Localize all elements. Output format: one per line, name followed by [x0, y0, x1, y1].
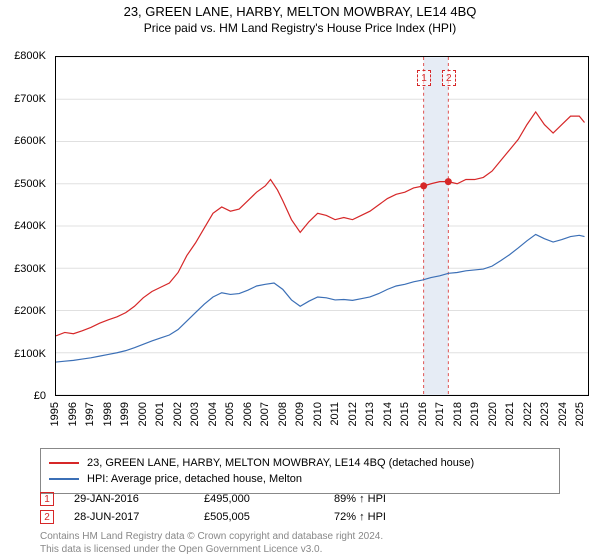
sale-marker-icon: 1 — [40, 492, 54, 506]
x-tick-label: 2021 — [504, 402, 516, 426]
x-tick-label: 2009 — [294, 402, 306, 426]
x-tick-label: 1997 — [84, 402, 96, 426]
legend-label: HPI: Average price, detached house, Melt… — [87, 473, 302, 485]
y-tick-label: £200K — [14, 305, 46, 317]
y-tick-label: £600K — [14, 135, 46, 147]
legend-swatch — [49, 462, 79, 464]
sale-date: 29-JAN-2016 — [74, 493, 204, 505]
legend-swatch — [49, 478, 79, 480]
x-tick-label: 1998 — [102, 402, 114, 426]
y-axis-labels: £0£100K£200K£300K£400K£500K£600K£700K£80… — [0, 56, 50, 396]
x-tick-label: 2015 — [399, 402, 411, 426]
x-tick-label: 2016 — [417, 402, 429, 426]
x-tick-label: 2000 — [137, 402, 149, 426]
sale-delta: 72% ↑ HPI — [334, 511, 464, 523]
x-tick-label: 1996 — [67, 402, 79, 426]
x-tick-label: 2001 — [154, 402, 166, 426]
sale-price: £495,000 — [204, 493, 334, 505]
x-tick-label: 2003 — [189, 402, 201, 426]
x-tick-label: 2004 — [207, 402, 219, 426]
legend-label: 23, GREEN LANE, HARBY, MELTON MOWBRAY, L… — [87, 457, 474, 469]
y-tick-label: £400K — [14, 220, 46, 232]
x-tick-label: 1999 — [119, 402, 131, 426]
x-tick-label: 2007 — [259, 402, 271, 426]
chart-area: 12 — [55, 56, 589, 396]
sale-delta: 89% ↑ HPI — [334, 493, 464, 505]
x-tick-label: 2014 — [382, 402, 394, 426]
x-tick-label: 2011 — [329, 402, 341, 426]
sale-date: 28-JUN-2017 — [74, 511, 204, 523]
y-tick-label: £500K — [14, 178, 46, 190]
legend-item: HPI: Average price, detached house, Melt… — [49, 471, 551, 487]
x-tick-label: 2017 — [434, 402, 446, 426]
sales-row: 2 28-JUN-2017 £505,005 72% ↑ HPI — [40, 508, 560, 526]
legend: 23, GREEN LANE, HARBY, MELTON MOWBRAY, L… — [40, 448, 560, 494]
x-tick-label: 2025 — [574, 402, 586, 426]
x-tick-label: 2002 — [172, 402, 184, 426]
x-tick-label: 2023 — [539, 402, 551, 426]
sales-table: 1 29-JAN-2016 £495,000 89% ↑ HPI 2 28-JU… — [40, 490, 560, 526]
y-tick-label: £800K — [14, 50, 46, 62]
chart-plot — [55, 56, 589, 396]
x-tick-label: 2013 — [364, 402, 376, 426]
sale-marker: 2 — [442, 70, 456, 86]
sale-price: £505,005 — [204, 511, 334, 523]
x-tick-label: 2010 — [312, 402, 324, 426]
x-tick-label: 2006 — [242, 402, 254, 426]
footer-attribution: Contains HM Land Registry data © Crown c… — [40, 531, 383, 556]
sales-row: 1 29-JAN-2016 £495,000 89% ↑ HPI — [40, 490, 560, 508]
footer-line: Contains HM Land Registry data © Crown c… — [40, 531, 383, 544]
legend-item: 23, GREEN LANE, HARBY, MELTON MOWBRAY, L… — [49, 455, 551, 471]
x-tick-label: 2020 — [487, 402, 499, 426]
x-tick-label: 2005 — [224, 402, 236, 426]
x-tick-label: 2012 — [347, 402, 359, 426]
x-tick-label: 2008 — [277, 402, 289, 426]
y-tick-label: £700K — [14, 93, 46, 105]
x-tick-label: 2024 — [557, 402, 569, 426]
x-tick-label: 2022 — [522, 402, 534, 426]
chart-subtitle: Price paid vs. HM Land Registry's House … — [0, 19, 600, 35]
x-tick-label: 2019 — [469, 402, 481, 426]
x-tick-label: 2018 — [452, 402, 464, 426]
x-tick-label: 1995 — [49, 402, 61, 426]
chart-title: 23, GREEN LANE, HARBY, MELTON MOWBRAY, L… — [0, 0, 600, 19]
y-tick-label: £100K — [14, 348, 46, 360]
x-axis-labels: 1995199619971998199920002001200220032004… — [55, 398, 589, 448]
sale-marker-icon: 2 — [40, 510, 54, 524]
y-tick-label: £300K — [14, 263, 46, 275]
footer-line: This data is licensed under the Open Gov… — [40, 544, 383, 557]
sale-marker: 1 — [417, 70, 431, 86]
y-tick-label: £0 — [34, 390, 46, 402]
